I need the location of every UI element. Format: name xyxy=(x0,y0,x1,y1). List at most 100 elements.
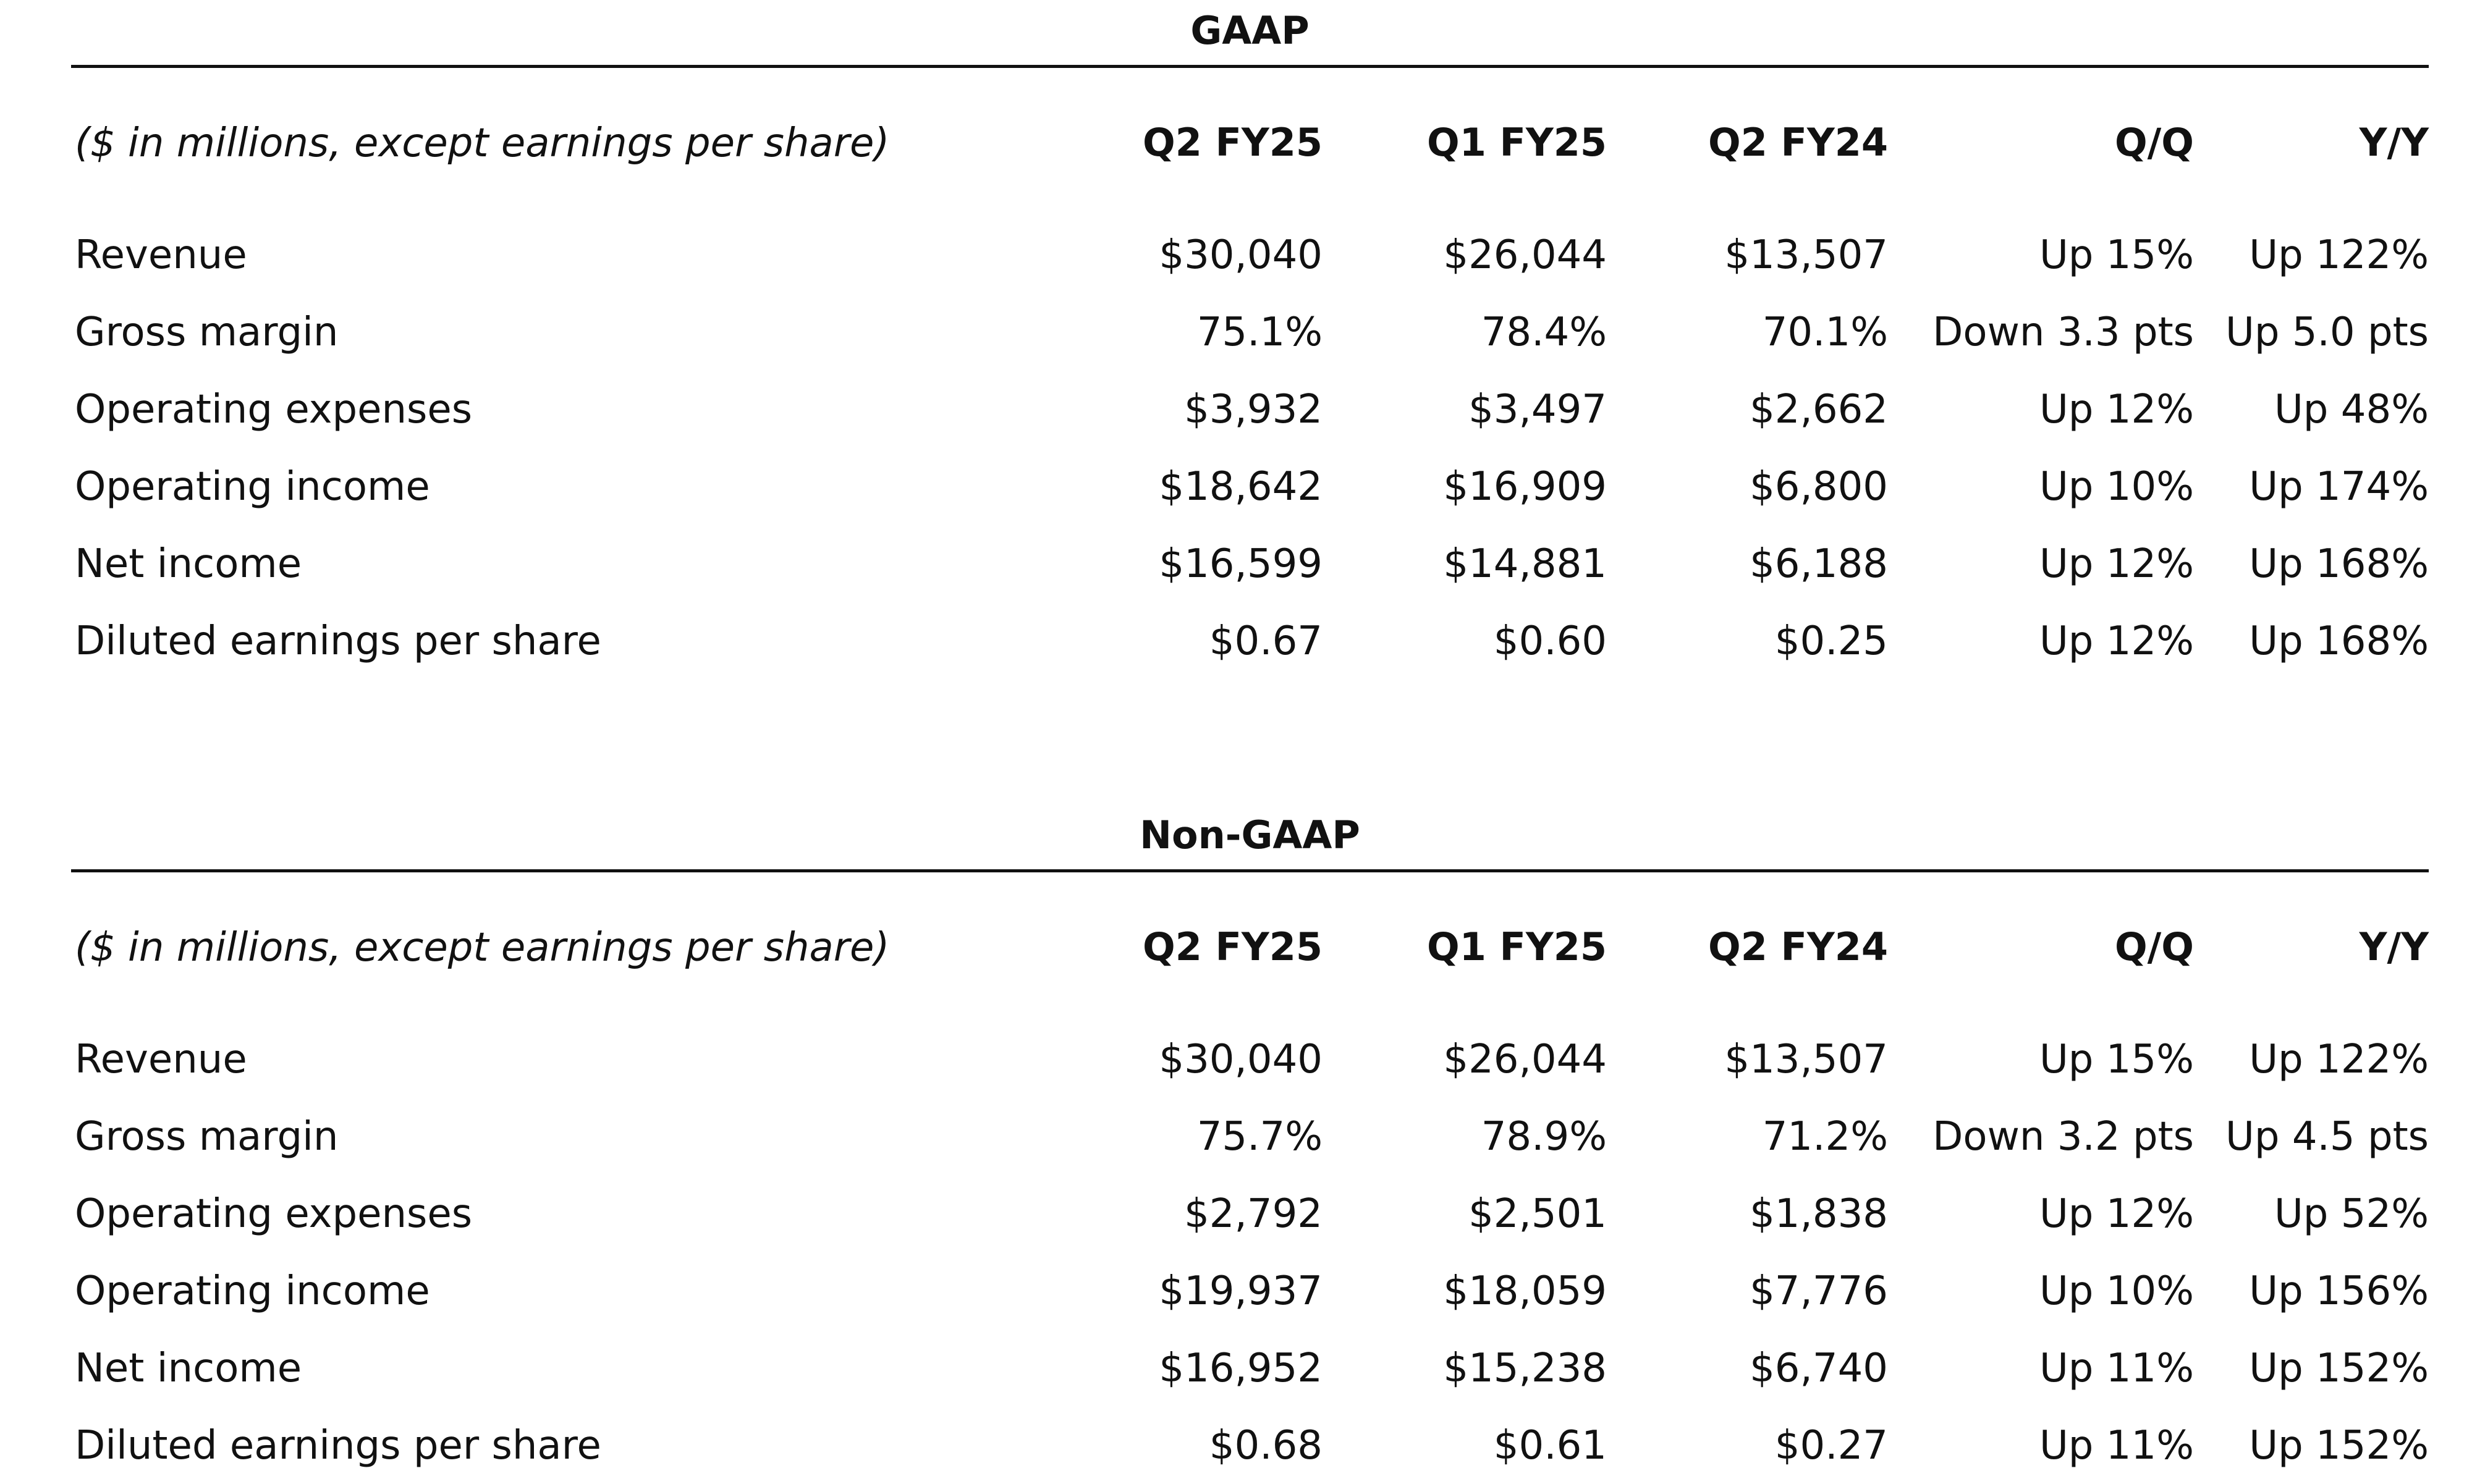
row-label: Operating income xyxy=(75,463,430,510)
row-label: Gross margin xyxy=(75,1113,339,1160)
table-cell: Up 122% xyxy=(2249,232,2429,278)
table-cell: $0.27 xyxy=(1774,1422,1888,1469)
section-title: GAAP xyxy=(71,0,2429,68)
table-cell: Up 15% xyxy=(2039,1036,2194,1082)
table-row: Operating income $19,937 $18,059 $7,776 … xyxy=(71,1252,2429,1330)
table-header-row: ($ in millions, except earnings per shar… xyxy=(71,68,2429,216)
table-cell: Up 10% xyxy=(2039,463,2194,510)
row-label: Diluted earnings per share xyxy=(75,618,601,664)
table-cell: 75.7% xyxy=(1196,1113,1323,1160)
table-cell: Up 11% xyxy=(2039,1422,2194,1469)
table-cell: Up 4.5 pts xyxy=(2225,1113,2429,1160)
table-cell: 78.9% xyxy=(1481,1113,1607,1160)
table-cell: $14,881 xyxy=(1443,541,1607,587)
table-cell: $30,040 xyxy=(1159,1036,1323,1082)
table-cell: Up 52% xyxy=(2274,1191,2429,1237)
table-cell: $15,238 xyxy=(1443,1345,1607,1391)
table-cell: Up 5.0 pts xyxy=(2225,309,2429,355)
table-cell: $16,599 xyxy=(1159,541,1323,587)
table-cell: $16,909 xyxy=(1443,463,1607,510)
table-cell: Up 122% xyxy=(2249,1036,2429,1082)
table-cell: Up 152% xyxy=(2249,1422,2429,1469)
table-cell: $1,838 xyxy=(1750,1191,1888,1237)
table-cell: $18,642 xyxy=(1159,463,1323,510)
column-header: Q2 FY25 xyxy=(1143,119,1323,165)
table-row: Revenue $30,040 $26,044 $13,507 Up 15% U… xyxy=(71,216,2429,293)
table-cell: Up 48% xyxy=(2274,386,2429,432)
column-header: Y/Y xyxy=(2359,924,2429,969)
column-header: Q1 FY25 xyxy=(1427,119,1607,165)
column-header: Q/Q xyxy=(2114,119,2194,165)
table-cell: Up 152% xyxy=(2249,1345,2429,1391)
table-cell: $2,792 xyxy=(1184,1191,1323,1237)
table-row: Operating income $18,642 $16,909 $6,800 … xyxy=(71,448,2429,525)
table-cell: $0.68 xyxy=(1209,1422,1323,1469)
table-cell: 75.1% xyxy=(1196,309,1323,355)
table-cell: $7,776 xyxy=(1750,1268,1888,1314)
non-gaap-section: Non-GAAP ($ in millions, except earnings… xyxy=(71,804,2429,1484)
column-header: Y/Y xyxy=(2359,119,2429,165)
gaap-section: GAAP ($ in millions, except earnings per… xyxy=(71,0,2429,680)
table-cell: $3,932 xyxy=(1184,386,1323,432)
column-header: Q/Q xyxy=(2114,924,2194,969)
table-cell: $0.60 xyxy=(1493,618,1607,664)
table-cell: Up 12% xyxy=(2039,541,2194,587)
section-title: Non-GAAP xyxy=(71,804,2429,872)
table-cell: $6,740 xyxy=(1750,1345,1888,1391)
column-header: Q2 FY25 xyxy=(1143,924,1323,969)
units-note: ($ in millions, except earnings per shar… xyxy=(75,120,890,166)
row-label: Net income xyxy=(75,541,302,587)
table-cell: $19,937 xyxy=(1159,1268,1323,1314)
row-label: Operating expenses xyxy=(75,386,473,432)
table-cell: Up 174% xyxy=(2249,463,2429,510)
column-header: Q1 FY25 xyxy=(1427,924,1607,969)
table-cell: Up 168% xyxy=(2249,618,2429,664)
table-row: Diluted earnings per share $0.67 $0.60 $… xyxy=(71,602,2429,680)
table-cell: $6,188 xyxy=(1750,541,1888,587)
row-label: Gross margin xyxy=(75,309,339,355)
row-label: Operating income xyxy=(75,1268,430,1314)
table-cell: Up 12% xyxy=(2039,386,2194,432)
row-label: Revenue xyxy=(75,232,247,278)
table-row: Operating expenses $3,932 $3,497 $2,662 … xyxy=(71,371,2429,448)
table-cell: Down 3.3 pts xyxy=(1932,309,2194,355)
column-header: Q2 FY24 xyxy=(1708,924,1888,969)
table-cell: $18,059 xyxy=(1443,1268,1607,1314)
row-label: Net income xyxy=(75,1345,302,1391)
table-cell: Down 3.2 pts xyxy=(1932,1113,2194,1160)
units-note: ($ in millions, except earnings per shar… xyxy=(75,924,890,971)
table-cell: $3,497 xyxy=(1468,386,1607,432)
table-row: Operating expenses $2,792 $2,501 $1,838 … xyxy=(71,1175,2429,1252)
row-label: Operating expenses xyxy=(75,1191,473,1237)
table-cell: $26,044 xyxy=(1443,1036,1607,1082)
table-cell: 71.2% xyxy=(1762,1113,1888,1160)
table-cell: Up 12% xyxy=(2039,618,2194,664)
table-cell: Up 12% xyxy=(2039,1191,2194,1237)
table-cell: 78.4% xyxy=(1481,309,1607,355)
table-row: Diluted earnings per share $0.68 $0.61 $… xyxy=(71,1407,2429,1484)
table-cell: $6,800 xyxy=(1750,463,1888,510)
table-cell: Up 15% xyxy=(2039,232,2194,278)
gaap-table: ($ in millions, except earnings per shar… xyxy=(71,68,2429,680)
table-row: Gross margin 75.7% 78.9% 71.2% Down 3.2 … xyxy=(71,1098,2429,1175)
table-cell: Up 11% xyxy=(2039,1345,2194,1391)
table-header-row: ($ in millions, except earnings per shar… xyxy=(71,872,2429,1021)
table-cell: $13,507 xyxy=(1724,232,1888,278)
table-cell: 70.1% xyxy=(1762,309,1888,355)
table-cell: $0.25 xyxy=(1774,618,1888,664)
table-cell: $26,044 xyxy=(1443,232,1607,278)
table-row: Gross margin 75.1% 78.4% 70.1% Down 3.3 … xyxy=(71,293,2429,371)
table-row: Net income $16,599 $14,881 $6,188 Up 12%… xyxy=(71,525,2429,602)
column-header: Q2 FY24 xyxy=(1708,119,1888,165)
table-cell: $0.61 xyxy=(1493,1422,1607,1469)
table-cell: $2,662 xyxy=(1750,386,1888,432)
table-cell: $30,040 xyxy=(1159,232,1323,278)
table-cell: $2,501 xyxy=(1468,1191,1607,1237)
row-label: Revenue xyxy=(75,1036,247,1082)
table-row: Net income $16,952 $15,238 $6,740 Up 11%… xyxy=(71,1330,2429,1407)
table-row: Revenue $30,040 $26,044 $13,507 Up 15% U… xyxy=(71,1021,2429,1098)
table-cell: Up 168% xyxy=(2249,541,2429,587)
table-cell: Up 156% xyxy=(2249,1268,2429,1314)
row-label: Diluted earnings per share xyxy=(75,1422,601,1469)
